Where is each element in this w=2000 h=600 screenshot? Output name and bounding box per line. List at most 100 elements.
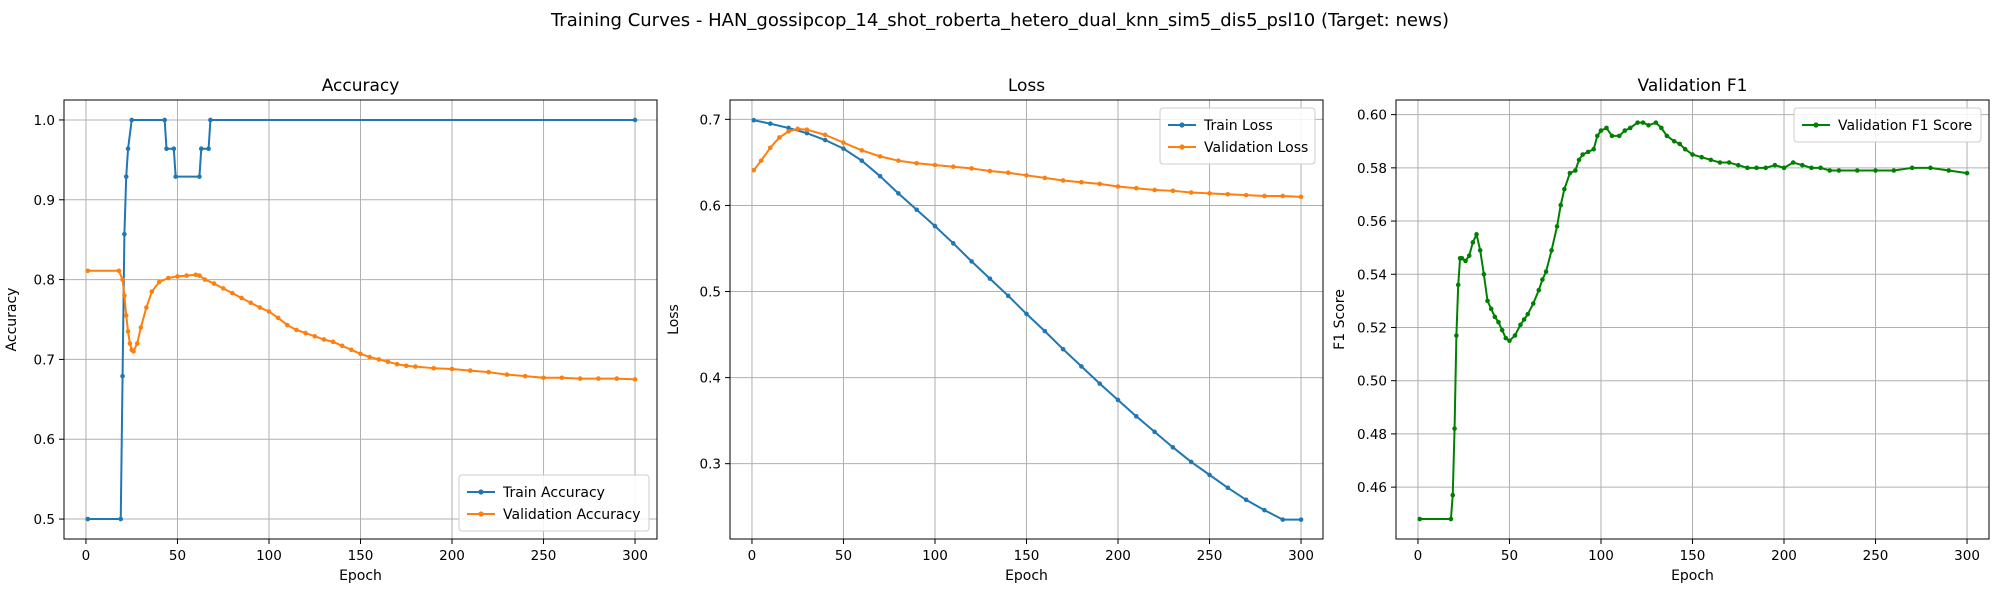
data-point (632, 377, 638, 382)
data-point (1909, 165, 1915, 171)
data-point (1530, 301, 1536, 306)
x-tick-label: 0 (748, 548, 757, 564)
figure-title: Training Curves - HAN_gossipcop_14_shot_… (550, 10, 1449, 31)
data-point (1640, 120, 1646, 125)
data-point (1512, 333, 1518, 338)
data-point (950, 241, 956, 246)
data-point (1477, 248, 1483, 253)
data-point (85, 268, 91, 274)
data-point (1763, 165, 1769, 171)
data-point (131, 349, 136, 354)
legend-label: Validation Accuracy (503, 507, 641, 523)
data-point (321, 337, 327, 342)
data-point (1800, 162, 1805, 168)
data-point (1580, 152, 1585, 157)
data-point (1690, 152, 1695, 157)
legend-swatch-marker (1179, 122, 1185, 128)
data-point (164, 146, 169, 151)
data-point (122, 231, 127, 237)
data-point (1562, 186, 1567, 192)
data-point (1488, 306, 1494, 312)
data-point (1097, 181, 1103, 187)
data-point (596, 376, 601, 381)
data-point (1646, 122, 1651, 128)
data-point (1653, 120, 1659, 125)
data-point (1708, 157, 1714, 163)
legend-label: Train Loss (1203, 118, 1273, 134)
y-tick-label: 0.8 (34, 273, 55, 289)
data-point (449, 366, 455, 372)
data-point (1225, 191, 1231, 197)
data-point (1496, 319, 1501, 325)
data-point (266, 309, 272, 314)
data-point (1772, 162, 1778, 168)
subplot-3: 0 50 100 150 200 250 300 0.46 0.48 0.50 0.52 0.54 0.… (1332, 76, 1990, 584)
data-point (1115, 397, 1121, 403)
data-point (1463, 258, 1468, 264)
data-point (804, 127, 810, 132)
data-point (1060, 178, 1066, 183)
legend: Train Loss Validation Loss (1159, 107, 1316, 165)
y-tick-label: 0.7 (34, 352, 55, 368)
data-point (1525, 311, 1531, 317)
data-point (123, 313, 129, 318)
data-point (1298, 194, 1304, 200)
data-point (1450, 492, 1456, 498)
data-point (1781, 165, 1787, 171)
data-point (1827, 168, 1833, 173)
data-point (1682, 146, 1688, 152)
data-point (367, 354, 372, 360)
x-tick-label: 150 (348, 548, 374, 564)
data-point (376, 357, 382, 362)
data-point (122, 293, 127, 298)
data-point (1873, 168, 1878, 173)
data-point (162, 117, 167, 123)
data-point (877, 173, 883, 179)
data-point (1536, 287, 1542, 293)
data-point (1152, 187, 1157, 193)
data-point (1754, 165, 1759, 171)
x-axis-label: Epoch (339, 568, 382, 584)
data-point (184, 273, 189, 278)
data-point (303, 330, 308, 336)
x-tick-label: 300 (1288, 548, 1314, 564)
legend-swatch-marker (478, 511, 484, 517)
data-point (859, 148, 865, 153)
series-line-2 (753, 127, 1302, 198)
data-point (1188, 459, 1194, 465)
legend-label: Train Accuracy (502, 485, 605, 501)
data-point (171, 146, 177, 151)
data-point (1664, 133, 1670, 139)
data-point (85, 516, 91, 522)
data-point (1079, 179, 1084, 185)
data-point (220, 286, 226, 291)
data-point (1455, 282, 1461, 288)
data-point (208, 117, 213, 123)
x-tick-label: 200 (439, 548, 465, 564)
data-point (144, 305, 149, 310)
data-point (1567, 170, 1573, 176)
y-tick-label: 0.48 (1357, 427, 1387, 443)
data-point (1452, 426, 1457, 431)
data-point (127, 341, 133, 346)
legend-box (458, 474, 650, 532)
data-point (1543, 269, 1549, 274)
data-point (1946, 168, 1952, 173)
data-point (358, 351, 363, 357)
data-point (1170, 188, 1176, 194)
data-point (1459, 256, 1465, 261)
data-point (431, 365, 437, 371)
data-point (1005, 170, 1011, 176)
y-tick-label: 0.54 (1357, 267, 1387, 283)
data-point (751, 117, 757, 123)
y-tick-label: 0.52 (1357, 320, 1387, 336)
data-point (1609, 133, 1615, 139)
data-point (1024, 173, 1029, 178)
x-tick-label: 50 (1501, 548, 1518, 564)
x-tick-label: 250 (531, 548, 557, 564)
data-point (577, 376, 583, 381)
data-point (413, 364, 418, 369)
data-point (822, 132, 828, 138)
data-point (786, 125, 791, 131)
data-point (339, 343, 345, 349)
